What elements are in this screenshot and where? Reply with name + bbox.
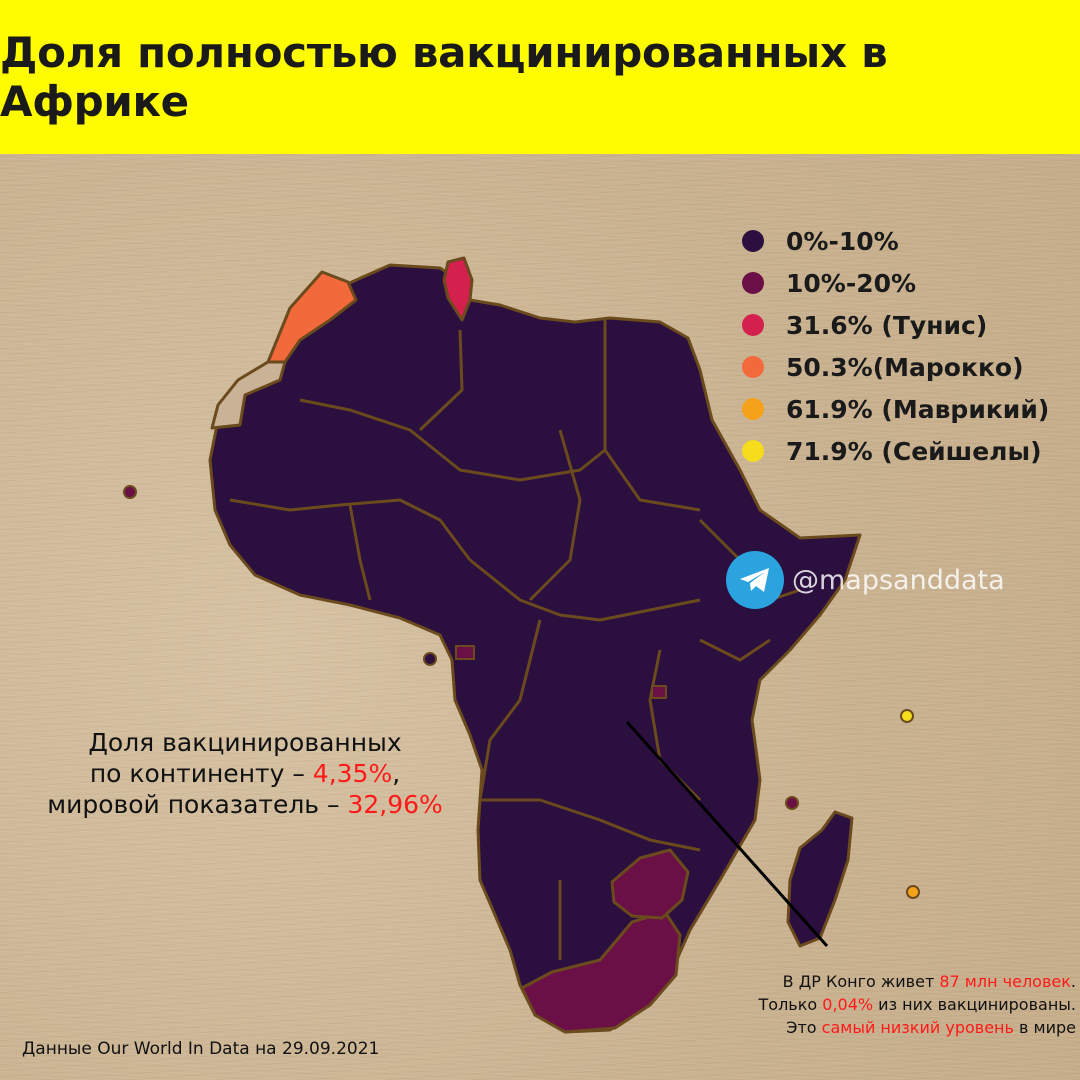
country-morocco bbox=[266, 270, 358, 364]
island-cabo-verde bbox=[123, 485, 137, 499]
drc-text: в мире bbox=[1013, 1018, 1076, 1037]
legend-item-seychelles: 71.9% (Сейшелы) bbox=[742, 430, 1049, 472]
island-seychelles bbox=[900, 709, 914, 723]
map-legend: 0%-10% 10%-20% 31.6% (Тунис) 50.3%(Марок… bbox=[742, 220, 1049, 472]
country-equatorial-guinea bbox=[455, 645, 475, 660]
drc-note: В ДР Конго живет 87 млн человек. Только … bbox=[600, 970, 1077, 1039]
note-line-1: Доля вакцинированных bbox=[88, 728, 402, 757]
legend-label: 50.3%(Марокко) bbox=[786, 352, 1024, 382]
region-zimbabwe bbox=[610, 848, 690, 920]
note-suffix: , bbox=[392, 759, 401, 788]
drc-text: . bbox=[1070, 972, 1076, 991]
social-handle[interactable]: @mapsanddata bbox=[792, 564, 1005, 596]
drc-note-line-1: В ДР Конго живет 87 млн человек. bbox=[600, 970, 1076, 993]
note-line-2: по континенту – 4,35%, bbox=[10, 758, 480, 789]
note-prefix: по континенту – bbox=[89, 759, 313, 788]
drc-note-line-3: Это самый низкий уровень в мире bbox=[600, 1016, 1076, 1039]
drc-population: 87 млн человек bbox=[939, 972, 1071, 991]
legend-swatch bbox=[742, 398, 764, 420]
island-mauritius bbox=[906, 885, 920, 899]
legend-label: 71.9% (Сейшелы) bbox=[786, 436, 1042, 466]
legend-label: 31.6% (Тунис) bbox=[786, 310, 988, 340]
drc-text: из них вакцинированы. bbox=[873, 995, 1076, 1014]
legend-item-tunisia: 31.6% (Тунис) bbox=[742, 304, 1049, 346]
drc-pointer-line bbox=[625, 721, 829, 947]
africa-map bbox=[123, 256, 920, 1034]
legend-item-morocco: 50.3%(Марокко) bbox=[742, 346, 1049, 388]
continent-vaccination-note: Доля вакцинированных по континенту – 4,3… bbox=[10, 727, 480, 820]
data-source: Данные Our World In Data на 29.09.2021 bbox=[22, 1039, 380, 1059]
map-title: Доля полностью вакцинированных в Африке bbox=[0, 28, 888, 126]
legend-item-10-20: 10%-20% bbox=[742, 262, 1049, 304]
drc-rate: 0,04% bbox=[822, 995, 874, 1014]
legend-swatch bbox=[742, 356, 764, 378]
legend-swatch bbox=[742, 440, 764, 462]
telegram-icon[interactable] bbox=[726, 551, 784, 609]
region-southern-africa bbox=[520, 910, 682, 1034]
legend-swatch bbox=[742, 314, 764, 336]
telegram-credit[interactable]: @mapsanddata bbox=[726, 551, 1005, 609]
drc-text: В ДР Конго живет bbox=[782, 972, 940, 991]
legend-item-0-10: 0%-10% bbox=[742, 220, 1049, 262]
country-rwanda bbox=[651, 685, 667, 699]
drc-note-line-2: Только 0,04% из них вакцинированы. bbox=[600, 993, 1077, 1016]
legend-item-mauritius: 61.9% (Маврикий) bbox=[742, 388, 1049, 430]
drc-lowest-level: самый низкий уровень bbox=[821, 1018, 1014, 1037]
note-line-3: мировой показатель – 32,96% bbox=[10, 789, 480, 820]
drc-text: Только bbox=[758, 995, 823, 1014]
legend-label: 61.9% (Маврикий) bbox=[786, 394, 1050, 424]
country-tunisia bbox=[442, 256, 474, 322]
island-sao-tome bbox=[423, 652, 437, 666]
legend-label: 0%-10% bbox=[786, 226, 899, 256]
world-value: 32,96% bbox=[347, 790, 443, 819]
legend-label: 10%-20% bbox=[786, 268, 917, 298]
region-western-sahara bbox=[210, 360, 287, 430]
continent-value: 4,35% bbox=[312, 759, 393, 788]
africa-continent bbox=[208, 263, 862, 1034]
drc-text: Это bbox=[786, 1018, 822, 1037]
country-madagascar bbox=[786, 810, 854, 948]
legend-swatch bbox=[742, 230, 764, 252]
legend-swatch bbox=[742, 272, 764, 294]
island-comoros bbox=[785, 796, 799, 810]
title-bar: Доля полностью вакцинированных в Африке bbox=[0, 0, 1080, 154]
note-prefix: мировой показатель – bbox=[47, 790, 348, 819]
